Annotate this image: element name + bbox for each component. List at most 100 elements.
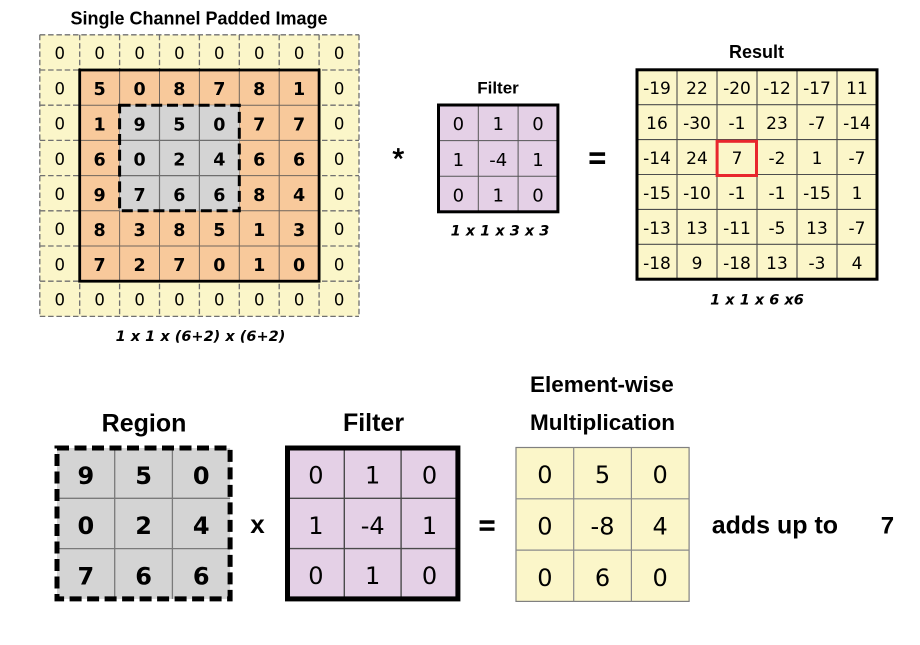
svg-text:0: 0 — [653, 564, 668, 592]
svg-text:-14: -14 — [843, 114, 871, 134]
svg-text:1: 1 — [253, 221, 265, 241]
svg-text:Element-wise: Element-wise — [530, 372, 674, 397]
svg-text:7: 7 — [94, 256, 106, 276]
svg-text:4: 4 — [193, 512, 210, 540]
svg-text:0: 0 — [532, 114, 543, 135]
svg-text:-12: -12 — [763, 79, 791, 99]
svg-text:16: 16 — [646, 114, 668, 134]
svg-text:24: 24 — [686, 149, 708, 169]
svg-text:1: 1 — [453, 150, 464, 171]
svg-text:0: 0 — [94, 291, 105, 310]
svg-text:0: 0 — [77, 512, 94, 540]
svg-text:-1: -1 — [729, 184, 746, 204]
svg-text:-30: -30 — [683, 114, 711, 134]
svg-text:4: 4 — [213, 151, 225, 171]
svg-text:0: 0 — [254, 291, 265, 310]
svg-text:0: 0 — [174, 291, 185, 310]
svg-text:0: 0 — [334, 79, 345, 98]
svg-text:0: 0 — [94, 44, 105, 63]
svg-text:6: 6 — [253, 151, 265, 171]
svg-text:1 x 1 x (6+2) x (6+2): 1 x 1 x (6+2) x (6+2) — [116, 329, 286, 345]
svg-text:9: 9 — [692, 254, 703, 274]
svg-text:1: 1 — [422, 512, 437, 540]
svg-text:-15: -15 — [643, 184, 671, 204]
svg-text:0: 0 — [334, 220, 345, 239]
svg-text:0: 0 — [174, 44, 185, 63]
svg-text:1: 1 — [308, 512, 323, 540]
svg-text:5: 5 — [173, 115, 185, 135]
svg-text:0: 0 — [55, 79, 66, 98]
svg-text:0: 0 — [214, 44, 225, 63]
svg-text:0: 0 — [453, 185, 464, 206]
svg-text:-19: -19 — [643, 79, 671, 99]
svg-text:0: 0 — [193, 462, 210, 490]
svg-text:1: 1 — [253, 256, 265, 276]
svg-text:Region: Region — [102, 410, 187, 438]
svg-text:9: 9 — [134, 115, 146, 135]
svg-text:0: 0 — [55, 255, 66, 274]
svg-text:13: 13 — [686, 219, 708, 239]
svg-text:7: 7 — [293, 115, 305, 135]
svg-text:8: 8 — [173, 80, 185, 100]
svg-text:0: 0 — [334, 255, 345, 274]
svg-text:8: 8 — [94, 221, 106, 241]
svg-text:-7: -7 — [849, 219, 866, 239]
svg-text:7: 7 — [77, 563, 94, 591]
svg-text:0: 0 — [308, 462, 323, 490]
svg-text:0: 0 — [334, 44, 345, 63]
svg-text:Result: Result — [729, 42, 784, 62]
svg-text:1: 1 — [812, 149, 823, 169]
svg-text:8: 8 — [253, 80, 265, 100]
svg-text:2: 2 — [135, 512, 152, 540]
svg-text:23: 23 — [766, 114, 788, 134]
svg-text:0: 0 — [422, 562, 437, 590]
svg-text:0: 0 — [334, 291, 345, 310]
svg-text:0: 0 — [214, 291, 225, 310]
svg-text:5: 5 — [595, 461, 610, 489]
svg-text:6: 6 — [94, 151, 106, 171]
svg-text:0: 0 — [254, 44, 265, 63]
svg-text:7: 7 — [732, 149, 743, 169]
svg-text:6: 6 — [595, 564, 610, 592]
svg-text:0: 0 — [294, 44, 305, 63]
svg-text:0: 0 — [55, 291, 66, 310]
svg-text:0: 0 — [453, 114, 464, 135]
svg-text:0: 0 — [532, 185, 543, 206]
svg-text:0: 0 — [334, 185, 345, 204]
svg-text:4: 4 — [293, 186, 305, 206]
svg-text:-14: -14 — [643, 149, 671, 169]
svg-text:5: 5 — [213, 221, 225, 241]
svg-text:-20: -20 — [723, 79, 751, 99]
svg-text:5: 5 — [135, 462, 152, 490]
svg-text:-7: -7 — [809, 114, 826, 134]
svg-text:2: 2 — [173, 151, 185, 171]
svg-text:7: 7 — [213, 80, 225, 100]
svg-text:Filter: Filter — [343, 409, 404, 437]
svg-text:-10: -10 — [683, 184, 711, 204]
svg-text:6: 6 — [213, 186, 225, 206]
svg-text:1: 1 — [293, 80, 305, 100]
svg-text:0: 0 — [334, 150, 345, 169]
svg-text:-18: -18 — [723, 254, 751, 274]
svg-text:0: 0 — [293, 256, 305, 276]
svg-text:1: 1 — [492, 185, 503, 206]
svg-text:-18: -18 — [643, 254, 671, 274]
svg-text:0: 0 — [537, 461, 552, 489]
svg-text:6: 6 — [173, 186, 185, 206]
svg-text:8: 8 — [253, 186, 265, 206]
svg-text:13: 13 — [766, 254, 788, 274]
svg-text:0: 0 — [334, 115, 345, 134]
svg-text:-8: -8 — [591, 513, 615, 541]
svg-text:1: 1 — [365, 462, 380, 490]
svg-text:Single Channel Padded Image: Single Channel Padded Image — [70, 8, 327, 28]
svg-text:1: 1 — [852, 184, 863, 204]
svg-text:8: 8 — [173, 221, 185, 241]
svg-text:0: 0 — [134, 291, 145, 310]
svg-text:1: 1 — [532, 150, 543, 171]
svg-text:0: 0 — [537, 564, 552, 592]
svg-text:11: 11 — [846, 79, 868, 99]
svg-text:3: 3 — [293, 221, 305, 241]
svg-text:-2: -2 — [769, 149, 786, 169]
svg-text:1 x 1 x 3 x 3: 1 x 1 x 3 x 3 — [451, 224, 550, 240]
svg-text:-11: -11 — [723, 219, 751, 239]
